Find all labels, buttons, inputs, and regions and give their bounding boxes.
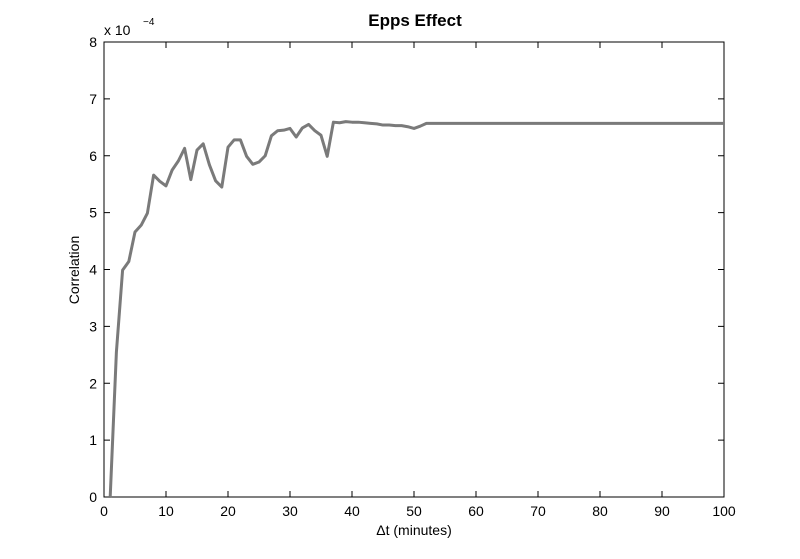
x-tick-label: 70: [530, 503, 546, 519]
y-tick-label: 2: [89, 375, 97, 391]
x-axis-label: Δt (minutes): [376, 522, 451, 538]
y-tick-label: 1: [89, 432, 97, 448]
y-tick-label: 6: [89, 148, 97, 164]
x-tick-label: 100: [712, 503, 736, 519]
x-tick-label: 0: [100, 503, 108, 519]
y-multiplier-base: x 10: [104, 22, 131, 38]
x-tick-label: 20: [220, 503, 236, 519]
x-tick-label: 50: [406, 503, 422, 519]
x-tick-label: 10: [158, 503, 174, 519]
x-tick-label: 90: [654, 503, 670, 519]
x-tick-label: 40: [344, 503, 360, 519]
y-tick-label: 4: [89, 262, 97, 278]
y-multiplier-exponent: −4: [143, 17, 155, 28]
x-tick-label: 60: [468, 503, 484, 519]
series-group: [108, 120, 724, 498]
y-tick-label: 0: [89, 489, 97, 505]
y-tick-labels: 0 1 2 3 4 5 6 7 8: [89, 34, 97, 505]
y-axis-label: Correlation: [66, 236, 82, 304]
x-tick-label: 80: [592, 503, 608, 519]
series-line: [108, 120, 724, 498]
x-tick-labels: 0 10 20 30 40 50 60 70 80 90 100: [100, 503, 736, 519]
x-tick-label: 30: [282, 503, 298, 519]
y-tick-label: 8: [89, 34, 97, 50]
y-tick-label: 7: [89, 91, 97, 107]
plot-area: [103, 41, 725, 498]
y-tick-label: 5: [89, 205, 97, 221]
axis-ticks: [103, 41, 725, 498]
y-tick-label: 3: [89, 318, 97, 334]
chart-title: Epps Effect: [368, 11, 462, 30]
